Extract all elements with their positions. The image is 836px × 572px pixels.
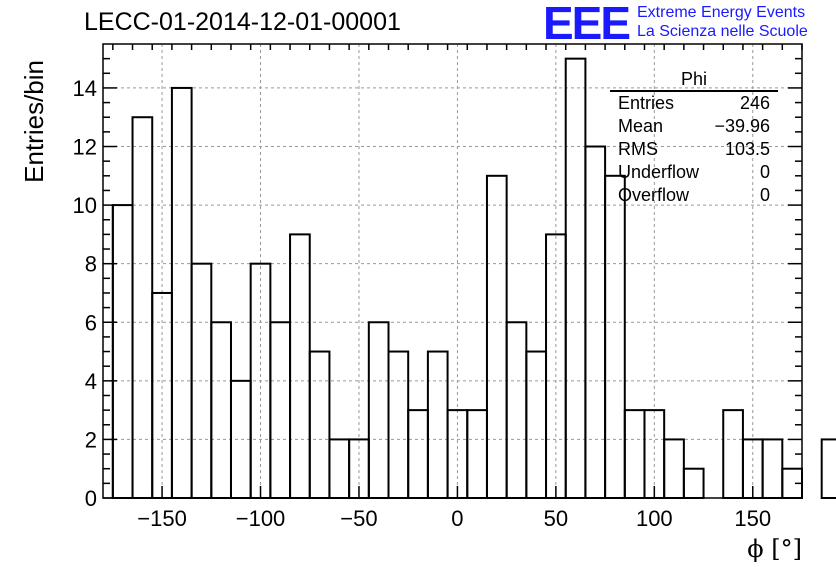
stats-title: Phi bbox=[610, 68, 778, 92]
stats-label: RMS bbox=[618, 139, 658, 159]
stats-value: 0 bbox=[759, 185, 770, 205]
histogram-bin bbox=[170, 86, 193, 499]
run-title: LECC-01-2014-12-01-00001 bbox=[84, 8, 401, 36]
histogram-bin bbox=[682, 467, 705, 500]
histogram-bin bbox=[525, 350, 548, 500]
y-tick-label: 2 bbox=[85, 427, 97, 452]
histogram-bin bbox=[407, 409, 429, 499]
histogram-bin bbox=[426, 350, 449, 500]
histogram-bin bbox=[722, 409, 744, 499]
stats-value: 0 bbox=[759, 162, 770, 182]
histogram-bin bbox=[387, 350, 410, 500]
y-tick-label: 8 bbox=[85, 252, 97, 277]
y-tick-label: 12 bbox=[73, 135, 97, 160]
histogram-bin bbox=[564, 57, 587, 499]
y-tick-label: 10 bbox=[73, 193, 97, 218]
stats-row-underflow: Underflow 0 bbox=[610, 161, 778, 184]
logo-caption-line-2: La Scienza nelle Scuole bbox=[637, 23, 808, 40]
x-tick-label: 150 bbox=[734, 506, 771, 531]
histogram-series bbox=[111, 57, 836, 500]
y-tick-label: 4 bbox=[85, 369, 97, 394]
stats-box: Phi Entries 246 Mean −39.96 RMS 103.5 Un… bbox=[610, 68, 778, 207]
stats-value: 103.5 bbox=[724, 139, 770, 159]
histogram-bin bbox=[308, 350, 331, 500]
x-tick-label: −50 bbox=[340, 506, 377, 531]
stats-label: Overflow bbox=[618, 185, 690, 205]
histogram-bin bbox=[151, 291, 173, 499]
stats-row-entries: Entries 246 bbox=[610, 92, 778, 115]
y-tick-label: 6 bbox=[85, 310, 97, 335]
y-tick-label: 0 bbox=[85, 486, 97, 511]
histogram-bin bbox=[604, 174, 626, 499]
eee-logo: EEE bbox=[543, 0, 631, 49]
histogram-bin bbox=[210, 321, 232, 499]
stats-row-overflow: Overflow 0 bbox=[610, 184, 778, 207]
axis-ticks bbox=[103, 44, 803, 499]
histogram-bin bbox=[663, 438, 685, 499]
logo-caption-line-1: Extreme Energy Events bbox=[637, 4, 806, 21]
histogram-bin bbox=[367, 321, 390, 499]
plot-frame bbox=[102, 43, 803, 499]
histogram-bin bbox=[761, 438, 784, 499]
x-tick-label: 100 bbox=[636, 506, 673, 531]
histogram-bin bbox=[111, 204, 134, 499]
histogram-bin bbox=[623, 409, 646, 499]
stats-label: Entries bbox=[618, 93, 675, 113]
x-axis-label: ϕ [°] bbox=[747, 535, 802, 563]
histogram-bin bbox=[269, 321, 292, 499]
stats-row-mean: Mean −39.96 bbox=[610, 115, 778, 138]
stats-value: 246 bbox=[739, 93, 770, 113]
histogram-bin bbox=[289, 233, 311, 500]
histogram-bin bbox=[485, 174, 508, 499]
x-tick-label: 0 bbox=[451, 506, 463, 531]
y-axis-label: Entries/bin bbox=[19, 60, 49, 183]
histogram-bin bbox=[505, 321, 528, 499]
x-tick-label: −150 bbox=[137, 506, 187, 531]
stats-value: −39.96 bbox=[714, 116, 770, 136]
x-tick-label: −100 bbox=[236, 506, 286, 531]
histogram-bin bbox=[466, 409, 488, 499]
stats-label: Underflow bbox=[618, 162, 700, 182]
stats-label: Mean bbox=[618, 116, 664, 136]
histogram-bin bbox=[820, 438, 836, 499]
x-tick-label: 50 bbox=[544, 506, 568, 531]
y-tick-label: 14 bbox=[73, 76, 97, 101]
stats-row-rms: RMS 103.5 bbox=[610, 138, 778, 161]
histogram-bin bbox=[328, 438, 351, 499]
logo-caption: Extreme Energy Events La Scienza nelle S… bbox=[637, 3, 808, 41]
histogram-bin bbox=[131, 116, 154, 500]
